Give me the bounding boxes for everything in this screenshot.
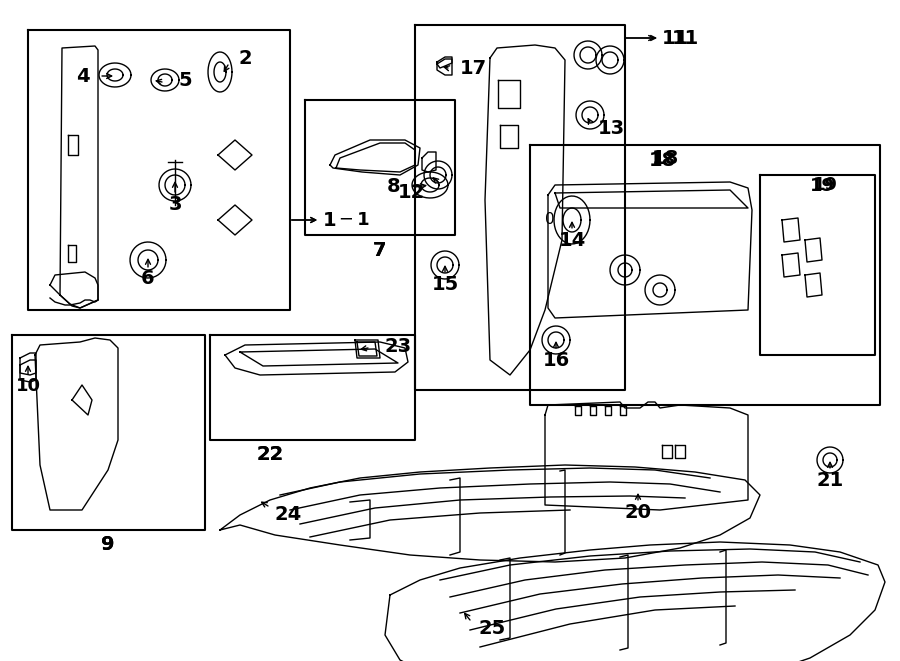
Text: 19: 19 [809,177,834,195]
Text: 22: 22 [256,446,284,465]
Text: 25: 25 [478,619,505,637]
Text: 21: 21 [816,471,843,490]
Text: 10: 10 [15,377,40,395]
Text: 5: 5 [178,71,192,89]
Text: 24: 24 [275,506,302,524]
Text: 9: 9 [101,535,115,555]
Text: 17: 17 [460,59,487,77]
Text: 4: 4 [76,67,90,85]
Text: 7: 7 [374,241,387,260]
Text: 11: 11 [672,28,699,48]
Text: 12: 12 [398,184,425,202]
Text: 9: 9 [101,535,115,555]
Text: 18: 18 [652,149,679,167]
Text: 23: 23 [385,336,412,356]
Text: 1: 1 [323,210,337,229]
Text: 6: 6 [141,268,155,288]
Text: 18: 18 [648,151,676,169]
Text: 2: 2 [238,48,252,67]
Text: 11: 11 [662,28,688,48]
Text: 20: 20 [625,502,652,522]
Text: 8: 8 [386,178,400,196]
Text: ─ 1: ─ 1 [340,211,370,229]
Text: 7: 7 [374,241,387,260]
Text: 22: 22 [256,446,284,465]
Text: 16: 16 [543,350,570,369]
Text: 19: 19 [813,176,838,194]
Text: 13: 13 [598,118,626,137]
Text: 14: 14 [558,231,586,249]
Text: 15: 15 [431,274,459,293]
Text: 0: 0 [545,212,554,227]
Text: 3: 3 [168,196,182,215]
